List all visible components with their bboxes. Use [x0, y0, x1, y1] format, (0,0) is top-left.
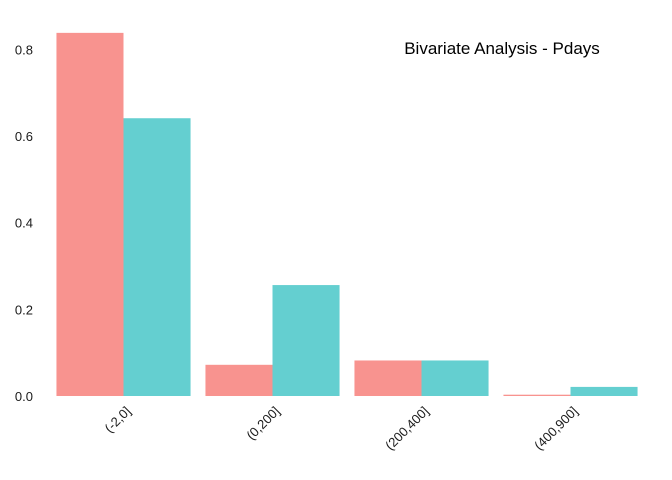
- y-tick-label: 0.6: [15, 129, 33, 144]
- bar-1-2: [205, 364, 273, 396]
- y-tick-label: 0.4: [15, 216, 33, 231]
- chart-title: Bivariate Analysis - Pdays: [404, 39, 600, 58]
- bar-2-4: [570, 386, 638, 396]
- y-tick-label: 0.0: [15, 389, 33, 404]
- y-tick-label: 0.2: [15, 302, 33, 317]
- bars: [56, 32, 638, 396]
- x-axis-ticks: (-2,0] (0,200] (200,400] (400,900]: [102, 404, 581, 453]
- y-axis-ticks: 0.0 0.2 0.4 0.6 0.8: [15, 42, 33, 404]
- bar-2-2: [272, 285, 340, 396]
- x-tick-label: (400,900]: [531, 404, 580, 453]
- x-tick-label: (200,400]: [382, 404, 431, 453]
- y-tick-label: 0.8: [15, 42, 33, 57]
- bar-1-3: [354, 360, 422, 396]
- x-tick-label: (0,200]: [243, 404, 282, 443]
- bar-1-4: [503, 394, 571, 396]
- bar-2-3: [421, 360, 489, 396]
- bar-1-1: [56, 32, 124, 396]
- bar-2-1: [123, 118, 191, 396]
- x-tick-label: (-2,0]: [102, 404, 134, 436]
